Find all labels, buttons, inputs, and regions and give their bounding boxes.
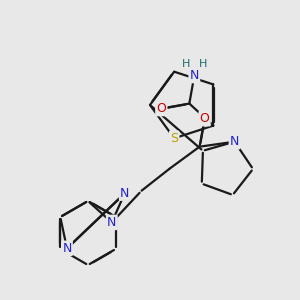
Text: N: N (107, 216, 116, 229)
Text: O: O (200, 112, 209, 125)
Text: H: H (199, 58, 208, 69)
Text: N: N (62, 242, 72, 255)
Text: N: N (120, 187, 130, 200)
Text: O: O (156, 102, 166, 115)
Text: H: H (182, 58, 190, 69)
Text: N: N (230, 135, 239, 148)
Text: N: N (190, 69, 199, 82)
Text: S: S (170, 132, 178, 145)
